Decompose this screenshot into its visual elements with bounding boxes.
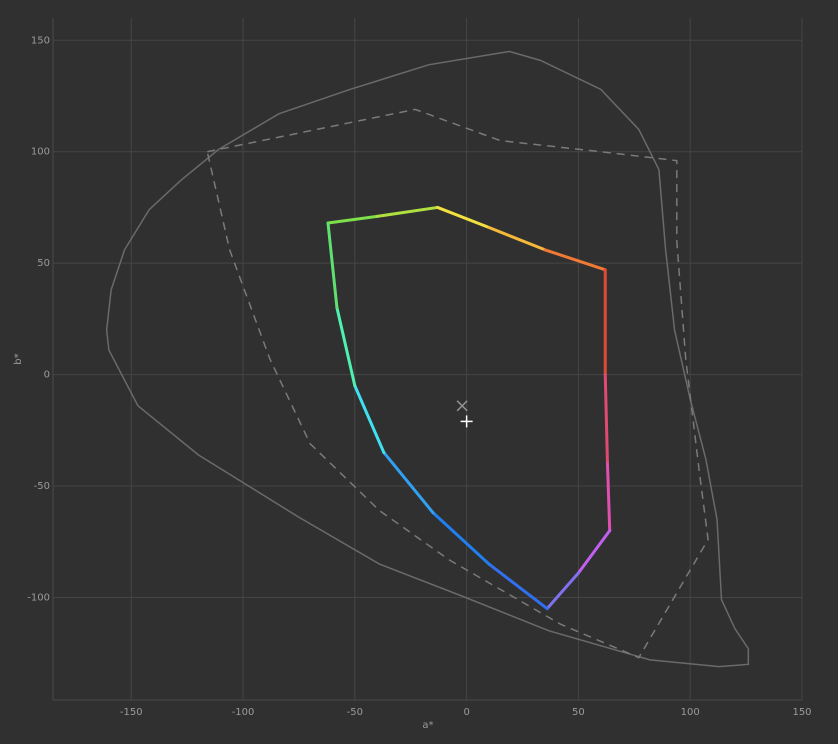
x-tick-label: 100: [681, 707, 700, 718]
gamut-segment: [605, 462, 612, 533]
marker-cross: [456, 400, 468, 412]
x-tick-label: -50: [347, 707, 363, 718]
gamut-segment: [326, 221, 339, 310]
y-tick-label: 100: [31, 147, 50, 158]
gamut-segment: [353, 384, 386, 455]
gamut-segment: [487, 562, 549, 611]
x-tick-label: -100: [232, 707, 255, 718]
y-tick-label: 150: [31, 35, 50, 46]
gamut-segment: [576, 529, 612, 575]
gamut-segment: [335, 306, 357, 388]
x-tick-label: 0: [463, 707, 469, 718]
gamut-segment: [431, 511, 491, 566]
x-tick-label: -150: [120, 707, 143, 718]
gamut-segment: [487, 226, 547, 252]
x-axis-label: a*: [422, 720, 433, 731]
y-tick-label: -50: [34, 481, 50, 492]
y-axis-label: b*: [13, 353, 24, 364]
gamut-segment: [326, 214, 379, 225]
gamut-segment: [543, 248, 607, 272]
x-tick-label: 50: [572, 707, 585, 718]
x-tick-label: 150: [792, 707, 811, 718]
gamut-segment: [603, 373, 609, 466]
y-tick-label: 50: [37, 258, 50, 269]
gamut-segment: [436, 205, 491, 230]
outline: [206, 108, 709, 659]
gamut-segment: [382, 451, 435, 515]
y-tick-label: -100: [27, 592, 50, 603]
gamut-segment: [545, 571, 580, 611]
outline: [105, 50, 750, 668]
gamut-segment: [375, 205, 440, 218]
y-tick-label: 0: [44, 370, 50, 381]
